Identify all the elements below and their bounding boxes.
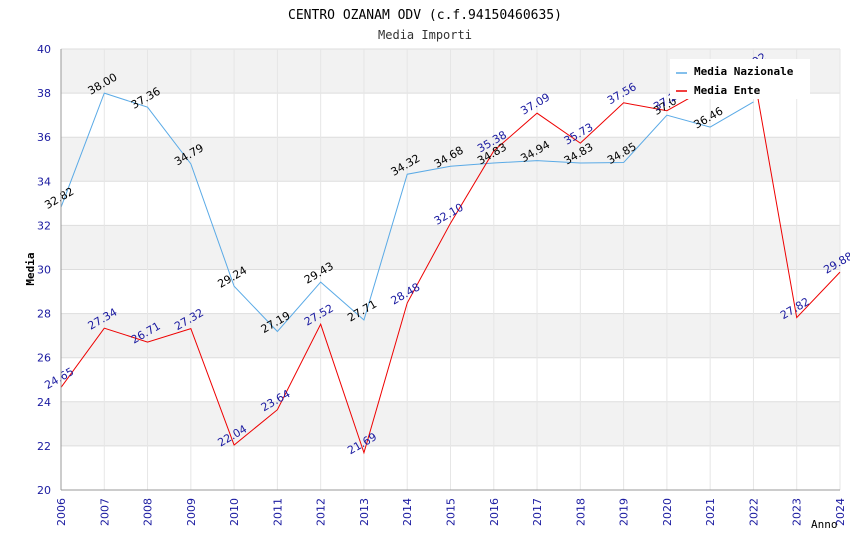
x-tick-label: 2016 xyxy=(488,498,501,526)
y-tick-label: 28 xyxy=(37,308,51,321)
x-tick-label: 2022 xyxy=(747,498,760,526)
x-tick-label: 2014 xyxy=(401,498,414,526)
y-tick-label: 34 xyxy=(37,175,51,188)
y-tick-label: 22 xyxy=(37,440,51,453)
chart-subtitle: Media Importi xyxy=(378,28,472,42)
y-tick-label: 40 xyxy=(37,43,51,56)
x-tick-label: 2017 xyxy=(531,498,544,526)
x-tick-label: 2007 xyxy=(98,498,111,526)
x-tick-label: 2018 xyxy=(574,498,587,526)
x-tick-label: 2009 xyxy=(185,498,198,526)
x-tick-label: 2020 xyxy=(661,498,674,526)
legend: Media Nazionale Media Ente xyxy=(670,59,810,99)
y-tick-label: 32 xyxy=(37,219,51,232)
legend-label-ente: Media Ente xyxy=(694,84,761,97)
y-tick-label: 36 xyxy=(37,131,51,144)
x-tick-label: 2012 xyxy=(315,498,328,526)
x-tick-label: 2019 xyxy=(618,498,631,526)
x-tick-label: 2011 xyxy=(271,498,284,526)
x-tick-label: 2010 xyxy=(228,498,241,526)
x-tick-label: 2023 xyxy=(791,498,804,526)
x-axis-label: Anno xyxy=(811,518,838,531)
y-tick-label: 20 xyxy=(37,484,51,497)
legend-label-nazionale: Media Nazionale xyxy=(694,65,794,78)
y-tick-label: 26 xyxy=(37,352,51,365)
y-tick-label: 24 xyxy=(37,396,51,409)
x-tick-label: 2024 xyxy=(834,498,847,526)
y-tick-label: 30 xyxy=(37,264,51,277)
legend-box xyxy=(670,59,810,99)
y-tick-label: 38 xyxy=(37,87,51,100)
chart-title: CENTRO OZANAM ODV (c.f.94150460635) xyxy=(288,8,562,23)
x-tick-label: 2021 xyxy=(704,498,717,526)
axes xyxy=(60,49,840,491)
x-tick-label: 2008 xyxy=(142,498,155,526)
x-tick-label: 2013 xyxy=(358,498,371,526)
x-tick-label: 2006 xyxy=(55,498,68,526)
series-line-0 xyxy=(60,92,754,333)
x-tick-label: 2015 xyxy=(445,498,458,526)
y-axis-label: Media xyxy=(24,252,37,285)
